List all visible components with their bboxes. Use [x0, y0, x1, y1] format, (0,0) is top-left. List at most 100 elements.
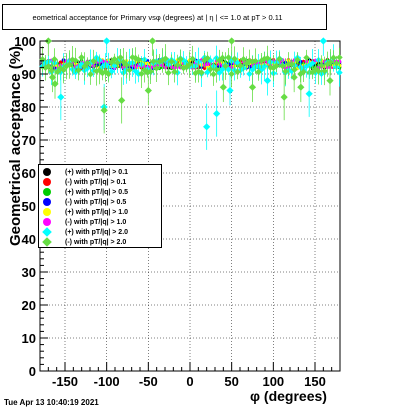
data-point-s6 [261, 62, 268, 70]
data-point-s6 [203, 123, 211, 131]
data-point-s7 [243, 60, 250, 67]
data-point-s7 [290, 73, 298, 81]
data-point-s7 [234, 68, 241, 76]
data-point-s7 [288, 61, 295, 68]
data-point-s6 [336, 69, 343, 76]
data-point-s7 [246, 57, 253, 65]
data-point-s7 [44, 37, 52, 45]
data-point-s7 [297, 83, 305, 91]
data-point-s7 [282, 68, 289, 75]
data-point-s7 [249, 58, 256, 65]
data-point-s7 [48, 73, 57, 81]
data-point-s7 [189, 55, 196, 62]
data-point-s6 [132, 67, 139, 75]
legend-entry: (-) with pT/|q| > 0.5 [43, 198, 126, 208]
legend-entry: (-) with pT/|q| > 2.0 [42, 237, 127, 248]
timestamp: Tue Apr 13 10:40:19 2021 [4, 398, 99, 407]
data-point-s7 [126, 66, 133, 74]
data-point-s7 [336, 54, 343, 61]
data-point-s7 [147, 68, 154, 75]
data-point-s6 [207, 57, 214, 64]
legend-marker [43, 168, 51, 177]
data-point-s7 [210, 71, 217, 78]
data-point-s6 [180, 56, 187, 64]
legend-label: (+) with pT/|q| > 0.5 [65, 189, 129, 196]
data-point-s7 [255, 68, 262, 76]
data-point-s7 [231, 55, 238, 62]
y-tick-label: 0 [29, 364, 36, 379]
data-point-s7 [78, 54, 85, 61]
y-tick-label: 70 [22, 133, 36, 148]
data-point-s6 [234, 59, 241, 66]
legend-marker [43, 198, 51, 207]
data-point-s6 [319, 37, 327, 45]
data-point-s7 [225, 54, 232, 61]
data-point-s7 [84, 59, 91, 67]
chart-title-box: eometrical acceptance for Primary vsφ (d… [2, 4, 327, 30]
data-point-s7 [201, 57, 208, 64]
data-point-s6 [78, 60, 85, 68]
legend-label: (-) with pT/|q| > 2.0 [65, 239, 127, 246]
data-point-s6 [213, 110, 221, 118]
data-point-s6 [258, 66, 265, 73]
data-point-s6 [225, 66, 232, 73]
y-tick-label: 20 [22, 298, 36, 313]
legend-entry: (+) with pT/|q| > 2.0 [42, 227, 129, 238]
data-point-s7 [300, 68, 307, 76]
data-point-s7 [330, 54, 337, 61]
data-point-s7 [66, 61, 73, 68]
data-point-s7 [72, 57, 79, 64]
legend-marker [43, 218, 51, 227]
data-point-s7 [222, 62, 229, 70]
data-point-s7 [180, 64, 187, 72]
data-point-s7 [171, 68, 178, 76]
data-point-s7 [165, 69, 172, 76]
data-point-s6 [263, 77, 272, 85]
data-point-s7 [144, 69, 151, 76]
data-point-s7 [264, 55, 271, 62]
data-point-s7 [138, 70, 145, 78]
data-point-s7 [51, 80, 59, 88]
x-tick-label: -100 [94, 374, 120, 389]
legend-entry: (-) with pT/|q| > 1.0 [43, 218, 126, 228]
data-point-s7 [237, 62, 244, 69]
data-point-s7 [213, 66, 220, 73]
data-point-s7 [216, 57, 223, 64]
legend-label: (+) with pT/|q| > 1.0 [65, 209, 129, 216]
data-point-s7 [120, 58, 127, 66]
data-point-s6 [216, 69, 223, 76]
data-point-s7 [318, 62, 325, 69]
data-point-s7 [135, 56, 142, 63]
data-point-s7 [195, 68, 202, 75]
data-point-s7 [45, 63, 52, 70]
data-point-s7 [111, 55, 118, 63]
data-point-s7 [102, 68, 109, 75]
data-point-s6 [249, 66, 256, 73]
data-point-s7 [321, 67, 328, 75]
y-axis-ticks: 0 10 20 30 40 50 60 70 80 90 100 [14, 34, 48, 379]
data-point-s7 [96, 67, 103, 74]
data-point-s6 [226, 86, 234, 95]
data-point-s6 [103, 37, 111, 45]
data-point-s7 [207, 66, 214, 73]
y-tick-label: 90 [22, 67, 36, 82]
data-point-s7 [105, 70, 112, 78]
data-point-s7 [75, 67, 82, 74]
legend-label: (+) with pT/|q| > 2.0 [65, 229, 129, 236]
y-axis-label: Geometrical acceptance (%) [7, 45, 24, 247]
data-point-s7 [93, 67, 100, 75]
data-point-s7 [54, 68, 61, 76]
data-point-s7 [186, 61, 193, 68]
data-point-s7 [118, 96, 126, 104]
x-axis-label: φ (degrees) [250, 388, 327, 404]
data-point-s7 [219, 83, 227, 91]
data-point-s7 [192, 69, 199, 77]
data-point-s1 [58, 60, 63, 65]
legend-entry: (+) with pT/|q| > 0.5 [43, 188, 128, 198]
data-point-s7 [248, 83, 257, 91]
x-tick-label: -150 [52, 374, 78, 389]
data-point-s6 [204, 68, 211, 76]
data-point-s7 [90, 57, 97, 65]
legend-marker [42, 227, 52, 237]
data-point-s7 [327, 59, 334, 66]
